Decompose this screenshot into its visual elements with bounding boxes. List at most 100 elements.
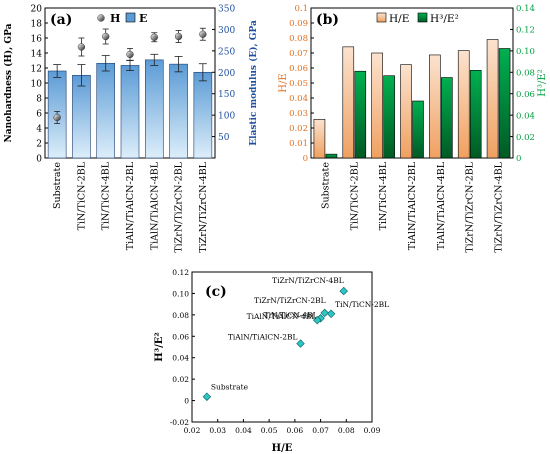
panel-c-label: (c) bbox=[205, 284, 227, 300]
panel-c-x-tick-label: 0.03 bbox=[209, 426, 226, 435]
h-point-tin-ticn-2bl bbox=[77, 43, 86, 51]
he-bar-substrate bbox=[313, 119, 326, 159]
panel-a-category-label: Substrate bbox=[52, 162, 63, 209]
he-bar-tin-ticn-2bl bbox=[342, 46, 355, 159]
panel-b-left-tick-label: 0 bbox=[303, 154, 308, 164]
panel-b-right-tick-label: 0.04 bbox=[516, 111, 535, 121]
panel-c-x-tick-label: 0.05 bbox=[261, 426, 278, 435]
panel-a-left-tick-label: 20 bbox=[31, 5, 43, 15]
panel-a-left-tick-label: 6 bbox=[36, 110, 42, 120]
panel-b-left-tick-label: 0.09 bbox=[289, 19, 308, 29]
panel-c-x-tick-label: 0.06 bbox=[287, 426, 304, 435]
panel-b-left-axis-title: H/E bbox=[278, 73, 289, 92]
panel-a-category-label: TiN/TiCN-2BL bbox=[76, 161, 87, 230]
legend-he-label: H/E bbox=[389, 13, 409, 25]
panel-b: 0 0.01 0.02 0.03 0.04 0.05 0.06 0.07 0.08 0.09 0.1… bbox=[278, 4, 548, 252]
panel-a-right-tick-label: 200 bbox=[218, 69, 235, 79]
panel-a-category-label: TiN/TiCN-4BL bbox=[101, 161, 112, 230]
panel-a-category-label: TiZrN/TiZrCN-2BL bbox=[174, 161, 185, 252]
panel-c-y-axis-title: H³/E² bbox=[154, 332, 165, 361]
panel-a-category-label: TiAlN/TiAlCN-4BL bbox=[149, 161, 160, 250]
panel-b-left-tick-label: 0.08 bbox=[289, 34, 308, 44]
panel-a-right-tick-label: 100 bbox=[218, 112, 235, 122]
h3e2-bar-tialn-tialcn-4bl bbox=[441, 77, 453, 159]
panel-a-category-label: TiAlN/TiAlCN-2BL bbox=[125, 161, 136, 250]
panel-b-label: (b) bbox=[316, 12, 339, 28]
panel-b-right-tick-label: 0.14 bbox=[516, 4, 535, 14]
he-bar-tialn-tialcn-2bl bbox=[400, 64, 412, 159]
h-point-tizrn-tizrcn-2bl bbox=[174, 32, 183, 41]
h3e2-bar-tin-ticn-2bl bbox=[354, 70, 367, 159]
point-label-tizrn-tizrcn-4bl: TiZrN/TiZrCN-4BL bbox=[272, 276, 344, 285]
h-point-tialn-tialcn-2bl bbox=[126, 50, 134, 59]
panel-a-left-tick-label: 14 bbox=[31, 50, 43, 60]
h-point-substrate bbox=[53, 113, 61, 122]
legend-h3-swatch bbox=[417, 12, 428, 23]
panel-a-left-tick-label: 16 bbox=[31, 35, 43, 45]
panel-a: 0 2 4 6 8 10 12 14 16 18 20 50 100 150 200 250 300 350 Sub… bbox=[3, 5, 259, 253]
panel-c-y-tick-label: 0 bbox=[184, 397, 189, 406]
e-bar-tin-ticn-2bl bbox=[72, 74, 91, 159]
panel-b-right-axis-title: H³/E² bbox=[537, 69, 548, 96]
panel-c-x-tick-label: 0.02 bbox=[184, 426, 201, 435]
panel-a-category-label: TiZrN/TiZrCN-4BL bbox=[198, 161, 209, 252]
h3e2-bar-tialn-tialcn-2bl bbox=[412, 100, 424, 159]
e-bar-tin-ticn-4bl bbox=[96, 62, 116, 159]
legend-he-swatch bbox=[376, 12, 387, 23]
panel-b-left-tick-label: 0.07 bbox=[289, 49, 308, 59]
he-bar-tialn-tialcn-4bl bbox=[429, 54, 441, 159]
point-substrate bbox=[202, 392, 212, 401]
panel-c-y-tick-label: 0.04 bbox=[172, 354, 189, 363]
panel-b-right-tick-label: 0.08 bbox=[516, 68, 535, 78]
panel-a-right-tick-label: 250 bbox=[218, 47, 235, 57]
panel-b-left-tick-label: 0.05 bbox=[289, 79, 308, 89]
panel-c-x-tick-label: 0.08 bbox=[338, 426, 355, 435]
panel-c-x-tick-label: 0.09 bbox=[364, 426, 381, 435]
panel-b-category-label: TiZrN/TiZrCN-2BL bbox=[465, 161, 476, 252]
point-label-substrate: Substrate bbox=[211, 383, 249, 392]
panel-b-left-tick-label: 0.06 bbox=[289, 64, 308, 74]
legend-h-marker bbox=[97, 14, 105, 22]
panel-b-left-tick-label: 0.03 bbox=[289, 109, 308, 119]
he-bar-tin-ticn-4bl bbox=[371, 52, 383, 159]
panel-a-right-axis-title: Elastic modulus (E), GPa bbox=[248, 20, 259, 146]
legend-e-label: E bbox=[139, 12, 147, 25]
panel-a-left-tick-label: 0 bbox=[36, 155, 42, 165]
panel-b-category-label: TiZrN/TiZrCN-4BL bbox=[494, 161, 505, 252]
panel-b-right-tick-label: 0.06 bbox=[516, 90, 535, 100]
point-tialn-tialcn-4bl bbox=[313, 315, 322, 325]
panel-c-x-axis-title: H/E bbox=[272, 443, 293, 454]
panel-a-legend: H E bbox=[97, 12, 147, 25]
he-bar-tizrn-tizrcn-4bl bbox=[486, 39, 499, 159]
panel-a-left-tick-label: 12 bbox=[31, 65, 42, 75]
panel-b-category-label: TiAlN/TiAlCN-2BL bbox=[407, 161, 418, 250]
panel-a-left-tick-label: 18 bbox=[31, 20, 43, 30]
panel-b-category-label: TiN/TiCN-2BL bbox=[349, 161, 360, 230]
panel-a-right-tick-label: 50 bbox=[218, 133, 230, 143]
point-tizrn-tizrcn-4bl bbox=[339, 286, 348, 296]
panel-a-right-tick-label: 300 bbox=[218, 26, 235, 36]
point-tizrn-tizrcn-2bl bbox=[320, 308, 329, 318]
legend-h-label: H bbox=[110, 12, 120, 25]
panel-b-category-label: Substrate bbox=[320, 162, 331, 209]
point-label-tizrn-tizrcn-2bl: TiZrN/TiZrCN-2BL bbox=[254, 296, 326, 305]
he-bar-tizrn-tizrcn-2bl bbox=[457, 50, 470, 159]
e-bar-tizrn-tizrcn-2bl bbox=[169, 63, 188, 159]
panel-c-y-tick-label: 0.08 bbox=[172, 311, 189, 320]
point-label-tin-ticn-2bl: TiN/TiCN-2BL bbox=[335, 300, 389, 309]
h3e2-bar-substrate bbox=[325, 153, 338, 159]
point-label-tin-ticn-4bl: TiN/TiCN-4BL bbox=[264, 310, 318, 319]
h3e2-bar-tizrn-tizrcn-4bl bbox=[498, 48, 511, 159]
panel-c-x-tick-label: 0.07 bbox=[312, 426, 329, 435]
point-tin-ticn-2bl bbox=[326, 309, 336, 319]
panel-b-right-tick-label: 0.02 bbox=[516, 133, 535, 143]
panel-b-category-label: TiN/TiCN-4BL bbox=[378, 161, 389, 230]
panel-c-x-tick-label: 0.04 bbox=[235, 426, 252, 435]
panel-a-left-tick-label: 8 bbox=[36, 95, 42, 105]
panel-a-label: (a) bbox=[50, 12, 72, 28]
panel-c: 0.02 0.03 0.04 0.05 0.06 0.07 0.08 0.09 -0.02 0 0.… bbox=[154, 268, 389, 454]
panel-b-left-tick-label: 0.1 bbox=[294, 4, 308, 14]
panel-b-plot-frame bbox=[310, 7, 514, 159]
h-point-tin-ticn-4bl bbox=[102, 32, 110, 41]
